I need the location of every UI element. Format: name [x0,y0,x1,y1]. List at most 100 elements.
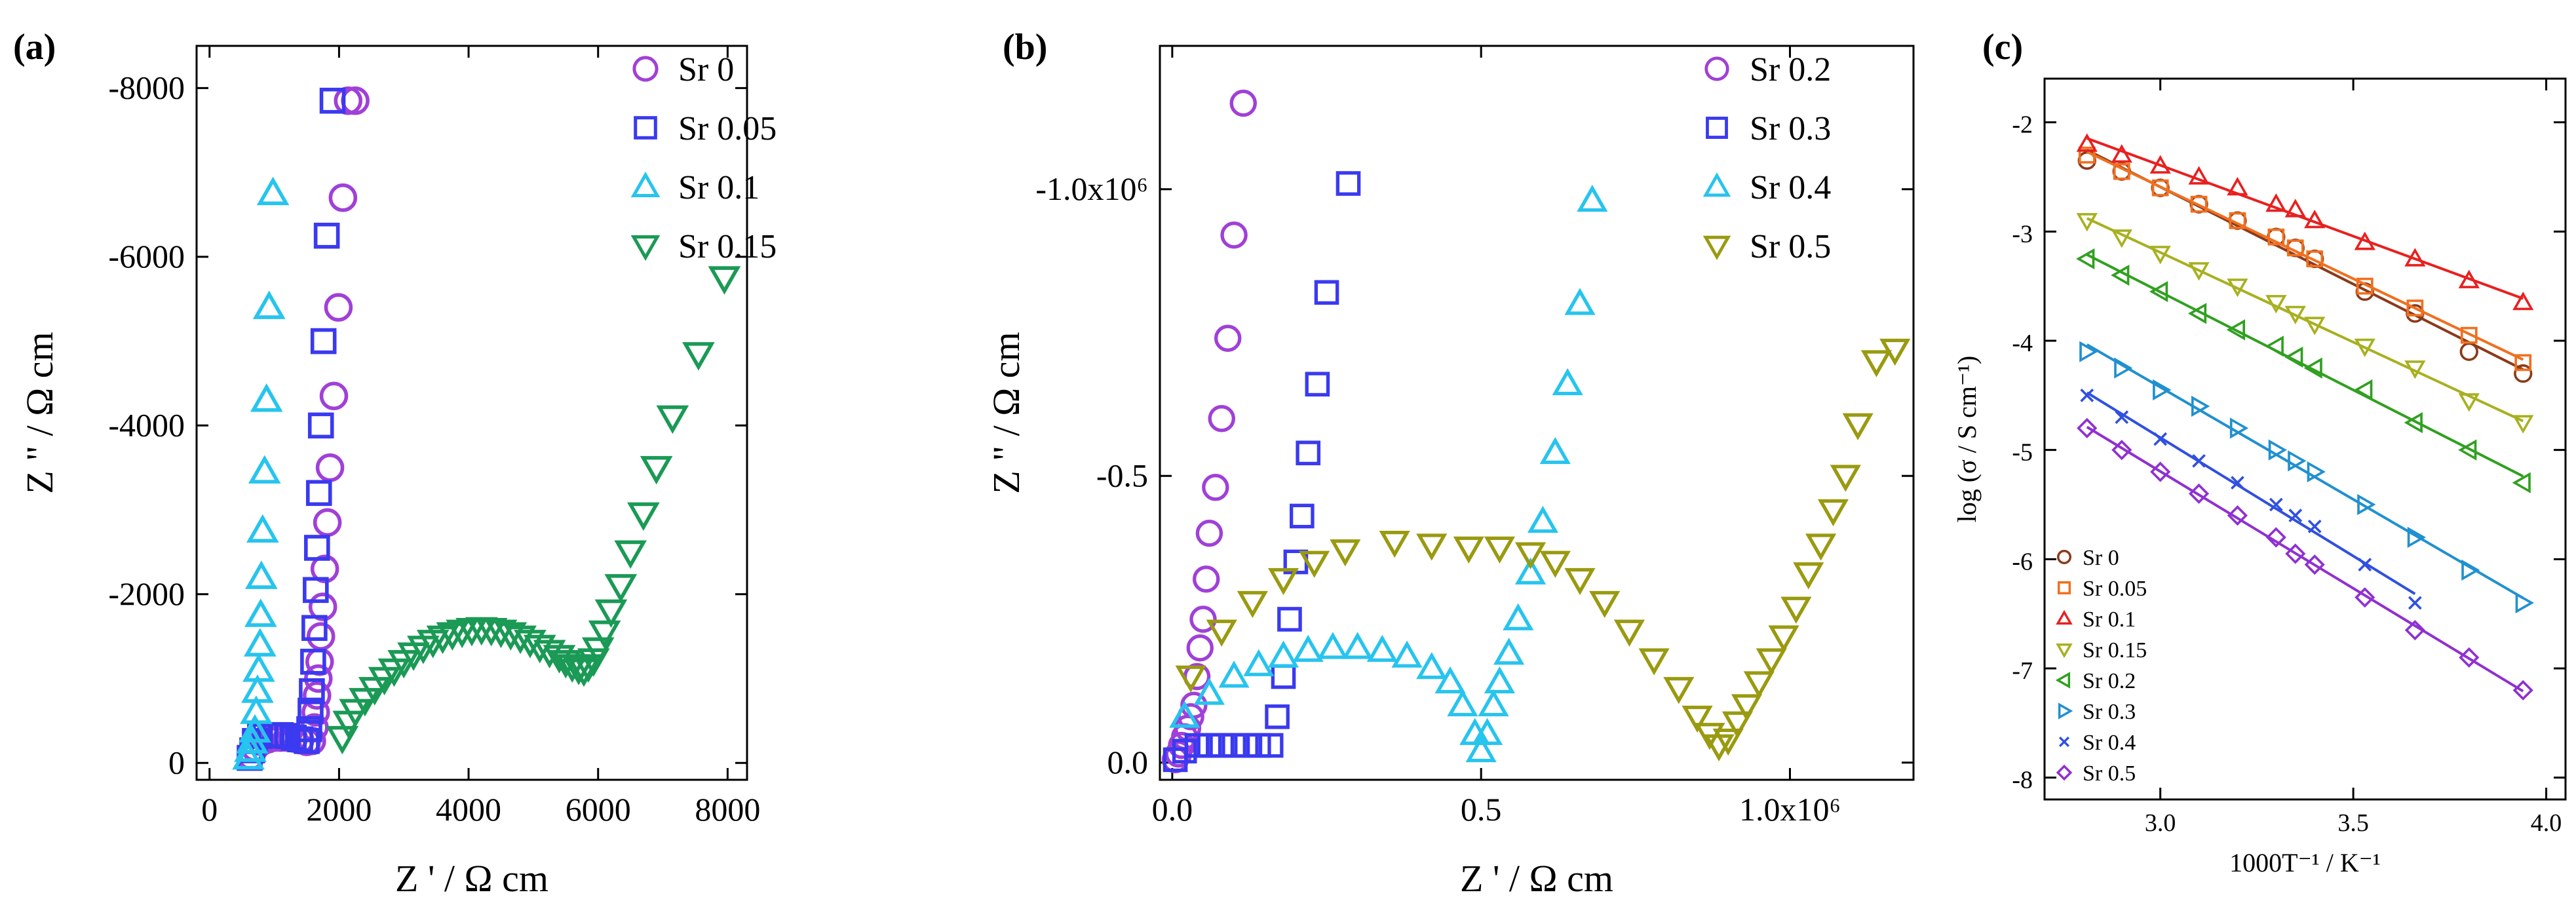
data-point [1830,465,1861,492]
data-point [2354,379,2373,401]
data-point [1434,666,1466,694]
data-point [1299,550,1330,578]
data-point [2460,326,2478,344]
legend-marker [630,171,661,198]
data-point [2284,305,2306,325]
y-axis-title: Z " / Ω cm [18,332,61,493]
data-point [1379,530,1410,558]
data-point [1391,640,1423,668]
series-sr-0-15 [2076,213,2534,434]
data-point [594,599,628,628]
data-point [1342,632,1374,659]
data-point [334,86,363,115]
legend-marker [1702,172,1731,197]
y-tick-label: -6000 [108,238,185,275]
data-point [581,637,615,666]
legend-marker [2057,581,2071,595]
data-point [1447,689,1478,717]
data-point [2188,166,2210,185]
series-sr-0-5 [2077,417,2533,701]
data-point [2076,133,2098,152]
data-point [2231,476,2244,490]
data-point [303,577,329,604]
data-point [358,677,391,706]
data-point [234,733,267,762]
legend-marker [1704,56,1729,81]
data-point [328,183,358,212]
data-point [1296,440,1321,466]
data-point [2303,357,2322,379]
y-axis-title: log (σ / S cm⁻¹) [1952,356,1982,523]
data-point [1209,733,1235,758]
legend-label: Sr 0.4 [1750,169,1831,206]
data-point [1267,640,1299,668]
data-point [2227,279,2248,298]
data-point [2115,410,2129,425]
plot-frame [195,45,748,781]
data-point [339,699,372,728]
data-point [305,480,332,507]
data-point [2150,461,2171,482]
data-point [241,674,274,703]
data-point [2111,229,2132,248]
data-point [2079,341,2098,362]
data-point [1453,536,1484,564]
plot-frame [1159,45,1915,781]
data-point [1465,735,1497,763]
legend-marker [2056,764,2073,781]
data-point [299,678,325,704]
legend-label: Sr 0.5 [2083,761,2136,786]
data-point [2267,228,2285,246]
data-point [2404,620,2425,641]
x-tick-label: 4000 [436,791,501,828]
data-point [1202,474,1229,501]
data-point [614,540,647,569]
data-point [1539,436,1571,465]
data-point [1292,634,1324,663]
data-point [1314,280,1339,305]
data-point [298,697,324,724]
data-point [306,622,336,651]
fit-line [2086,425,2524,693]
data-point [1175,665,1206,693]
y-tick-label: 0.0 [1107,744,1149,780]
data-point [2076,213,2098,232]
data-point [310,554,339,583]
data-point [2111,440,2132,461]
data-point [2406,299,2424,317]
data-point [300,648,326,675]
series-sr-0-3 [2079,341,2534,614]
legend-marker [630,235,661,261]
data-point [656,405,689,434]
data-point [296,716,322,742]
x-tick-label: 3.0 [2145,809,2176,837]
data-point [1514,542,1547,569]
series-sr-0-4 [2080,388,2422,610]
fit-line [2086,217,2524,423]
data-point [2306,250,2324,267]
data-point [2354,338,2375,358]
data-point [1484,666,1516,694]
data-point [2512,680,2533,701]
data-point [310,328,337,355]
legend-marker [2058,702,2073,720]
data-point [2459,342,2478,361]
series-sr-0-1 [2076,133,2534,311]
data-point [2307,519,2322,533]
fit-line [2086,137,2524,300]
data-point [604,574,638,603]
data-point [2265,193,2287,212]
data-point [2515,592,2534,614]
legend: Sr 0 Sr 0.05 Sr 0.1 Sr 0.15 Sr 0.2 Sr 0.3 Sr 0… [2055,546,2147,786]
data-point [2461,559,2480,581]
data-point [1289,503,1315,529]
data-point [2226,319,2246,341]
data-point [1780,596,1812,624]
data-point [1731,694,1763,721]
data-point [1336,171,1361,196]
data-point [1638,648,1670,676]
data-point [1221,733,1246,758]
data-point [1743,671,1775,699]
data-point [2284,199,2306,218]
data-point [2458,269,2480,288]
